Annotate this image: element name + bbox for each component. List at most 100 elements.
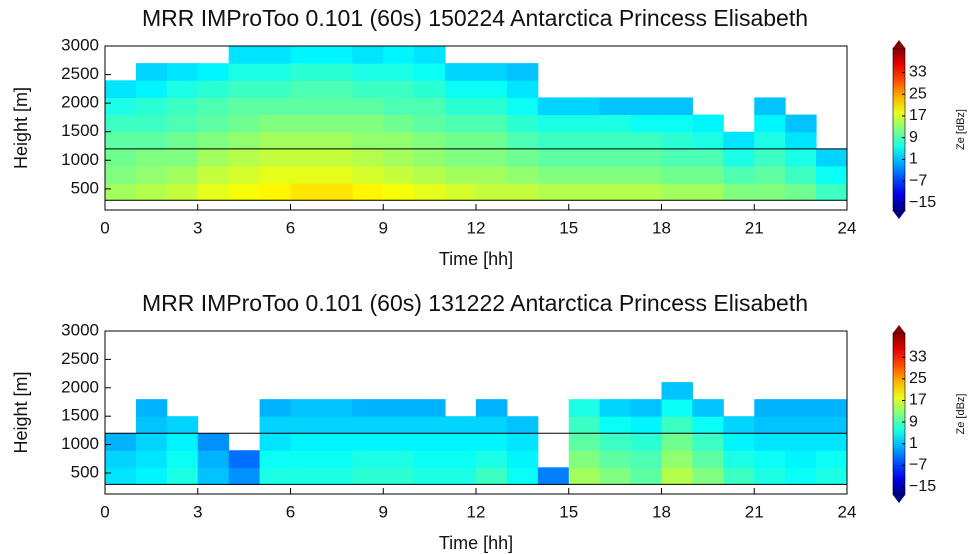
heat-cell	[414, 183, 446, 201]
heat-cell	[754, 131, 786, 150]
heat-cell	[476, 433, 508, 451]
heat-cell	[506, 97, 539, 116]
x-tick-label: 18	[652, 218, 671, 237]
heat-cell	[599, 450, 632, 468]
heat-cell	[290, 416, 322, 434]
heat-cell	[445, 183, 477, 201]
heat-cell	[445, 450, 477, 468]
y-tick-label: 1000	[61, 150, 99, 169]
heat-cell	[259, 114, 291, 133]
heat-cell	[723, 166, 755, 184]
heat-cell	[476, 399, 508, 417]
heat-cell	[166, 183, 199, 201]
colorbar-tick-label: 1	[909, 435, 918, 452]
heat-cell	[321, 80, 353, 98]
heat-cell	[321, 63, 353, 81]
heat-cell	[599, 131, 632, 150]
colorbar-tick-label: 1	[909, 151, 918, 168]
heat-cell	[445, 80, 477, 98]
heat-cell	[383, 183, 415, 201]
heat-cell	[105, 467, 137, 485]
heat-cell	[259, 97, 291, 116]
panel: MRR IMProToo 0.101 (60s) 150224 Antarcti…	[11, 5, 967, 269]
heat-cell	[506, 131, 539, 150]
heat-cell	[321, 114, 353, 133]
x-tick-label: 3	[193, 502, 202, 521]
heat-cell	[197, 433, 230, 451]
heat-cell	[383, 416, 415, 434]
heat-cell	[723, 148, 755, 167]
heat-cell	[816, 450, 848, 468]
heat-cell	[383, 467, 415, 485]
heat-cell	[692, 166, 724, 184]
heat-cell	[352, 433, 384, 451]
heat-cell	[692, 433, 724, 451]
y-tick-label: 2500	[61, 64, 99, 83]
heat-cell	[228, 166, 261, 184]
x-tick-label: 9	[379, 218, 388, 237]
heat-cell	[661, 467, 693, 485]
heat-cell	[630, 399, 662, 417]
heat-cell	[105, 166, 137, 184]
y-axis-label: Height [m]	[11, 87, 31, 169]
heat-cell	[568, 148, 601, 167]
heat-cell	[105, 97, 137, 116]
x-tick-label: 0	[100, 502, 109, 521]
heat-cell	[445, 166, 477, 184]
y-tick-label: 1000	[61, 434, 99, 453]
heat-cell	[476, 416, 508, 434]
heat-cell	[816, 399, 848, 417]
heat-cell	[785, 416, 817, 434]
colorbar-tick-label: 17	[909, 107, 927, 124]
heat-cell	[105, 183, 137, 201]
heat-cell	[135, 131, 168, 150]
heat-cell	[259, 131, 291, 150]
heat-cell	[197, 450, 230, 468]
heat-cell	[383, 46, 415, 64]
colorbar-extend-bottom	[893, 211, 905, 219]
colorbar-tick-label: −7	[909, 172, 927, 189]
heat-cell	[692, 399, 724, 417]
heat-cell	[105, 80, 137, 98]
y-tick-label: 2500	[61, 349, 99, 368]
y-tick-label: 3000	[61, 320, 99, 339]
heat-cell	[259, 80, 291, 98]
colorbar-tick-label: −15	[909, 478, 936, 495]
heat-cell	[414, 450, 446, 468]
heat-cell	[568, 467, 601, 485]
heat-cell	[661, 97, 693, 116]
heat-cell	[785, 114, 817, 133]
heat-cell	[383, 131, 415, 150]
heat-cell	[506, 433, 539, 451]
heat-cell	[352, 114, 384, 133]
heat-cell	[105, 148, 137, 167]
heat-cell	[414, 433, 446, 451]
x-axis-label: Time [hh]	[439, 249, 513, 269]
heat-cell	[321, 450, 353, 468]
heat-cell	[506, 63, 539, 81]
heat-cell	[135, 148, 168, 167]
colorbar-extend-bottom	[893, 495, 905, 503]
heat-cell	[816, 183, 848, 201]
y-tick-label: 500	[71, 178, 99, 197]
heat-cell	[321, 416, 353, 434]
heat-cell	[352, 399, 384, 417]
heat-cell	[135, 97, 168, 116]
heat-cell	[321, 433, 353, 451]
heat-cell	[383, 166, 415, 184]
heat-cell	[630, 114, 662, 133]
heat-cell	[599, 183, 632, 201]
heat-cell	[135, 63, 168, 81]
heat-cell	[321, 148, 353, 167]
heat-cell	[383, 63, 415, 81]
heat-cell	[352, 416, 384, 434]
heat-cell	[166, 166, 199, 184]
heat-cell	[506, 114, 539, 133]
heat-cell	[599, 97, 632, 116]
x-tick-label: 9	[379, 502, 388, 521]
heat-cell	[476, 450, 508, 468]
heat-cell	[506, 166, 539, 184]
heat-cell	[352, 80, 384, 98]
heat-cell	[506, 148, 539, 167]
heat-cell	[476, 114, 508, 133]
